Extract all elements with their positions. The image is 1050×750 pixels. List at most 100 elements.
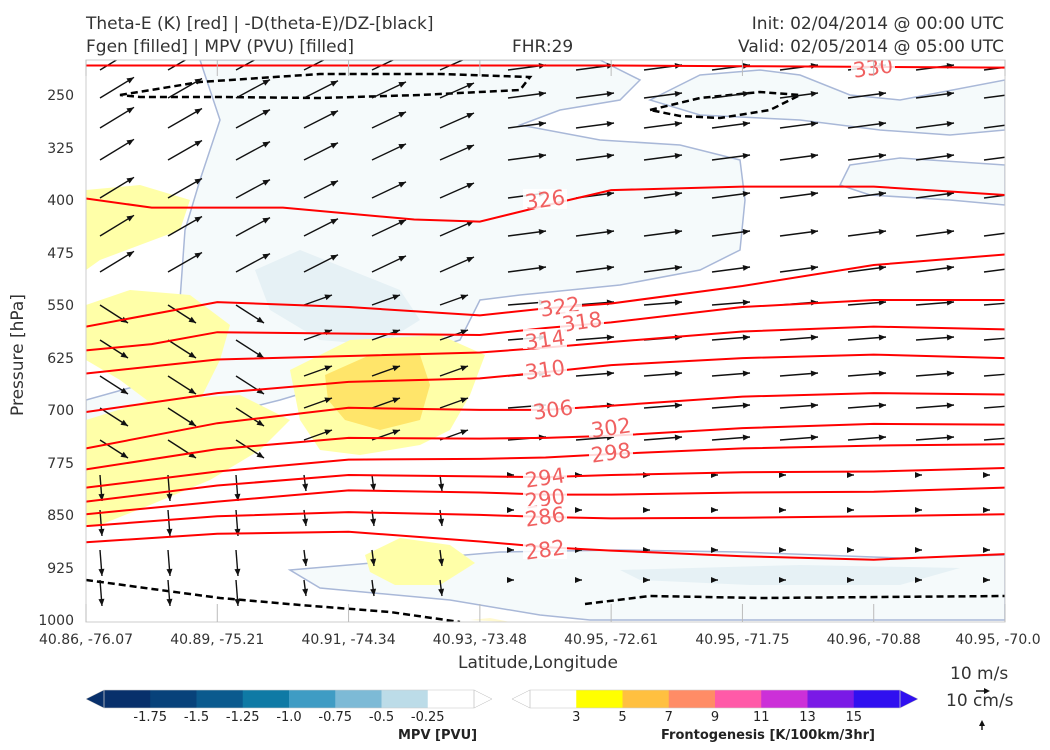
fgen-colorbar-arrow-right	[899, 689, 919, 709]
wind-vector-head	[742, 299, 750, 306]
wind-vector-head	[98, 598, 105, 606]
wind-vector-head	[370, 518, 377, 526]
wind-vector-head	[779, 547, 786, 553]
wind-vector	[235, 60, 256, 71]
wind-vector-head	[674, 402, 682, 409]
theta-e-label-bg	[523, 506, 567, 526]
forecast-hour: FHR:29	[512, 37, 574, 57]
wind-vector-head	[538, 264, 546, 271]
wind-vector-head	[120, 387, 128, 394]
mpv-region-core-lower	[620, 565, 960, 585]
wind-vector-head	[606, 370, 614, 377]
wind-vector-head	[188, 351, 196, 358]
wind-vector-head	[674, 190, 682, 197]
fgen-colorbar-segment	[853, 690, 901, 708]
y-axis-label-wrap: Pressure [hPa]	[8, 294, 28, 416]
wind-vector	[371, 60, 395, 71]
wind-vector-head	[575, 507, 582, 513]
wind-vector-head	[711, 507, 718, 513]
theta-e-label-bg	[523, 488, 567, 508]
wind-vector-head	[324, 294, 332, 301]
wind-vector-head	[983, 472, 990, 478]
wind-vector-head	[194, 108, 202, 115]
mpv-region-core	[255, 250, 420, 345]
wind-vector-head	[946, 434, 954, 441]
wind-vector	[983, 94, 1005, 99]
wind-vector-head	[466, 257, 474, 263]
wind-vector-head	[324, 397, 332, 404]
wind-vector-head	[126, 177, 134, 184]
x-tick-label: 40.96, -70.88	[826, 632, 921, 648]
wind-vector-head	[330, 180, 338, 187]
wind-vector-head	[878, 228, 886, 235]
wind-vector-head	[460, 429, 468, 436]
wind-vector-head	[575, 577, 582, 583]
wind-vector-head	[466, 113, 474, 119]
title-line-2: Fgen [filled] | MPV (PVU) [filled]	[86, 37, 355, 57]
wind-vector-head	[674, 434, 682, 441]
theta-e-label-bg	[560, 311, 604, 331]
wind-vector-head	[711, 577, 718, 583]
wind-vector-head	[194, 178, 202, 185]
wind-vector-head	[438, 558, 445, 566]
wind-vector-head	[188, 419, 196, 426]
wind-vector-head	[302, 518, 309, 526]
wind-vector-head	[194, 216, 202, 223]
wind-vector-head	[392, 397, 400, 404]
mpv-colorbar-segment	[104, 690, 151, 708]
wind-vector-head	[538, 90, 546, 97]
wind-vector	[983, 268, 1005, 273]
wind-vector-head	[398, 255, 406, 262]
wind-vector-head	[466, 145, 474, 151]
wind-scale-horizontal-head	[984, 688, 990, 694]
wind-vector-head	[643, 507, 650, 513]
y-tick-label: 550	[47, 298, 74, 314]
wind-vector-head	[392, 365, 400, 372]
wind-vector-head	[1015, 371, 1022, 377]
wind-vector-head	[330, 218, 338, 225]
wind-vector	[983, 337, 1005, 341]
fgen-region-bottom	[365, 538, 475, 585]
wind-vector-head	[606, 334, 614, 341]
theta-e-label-bg	[523, 329, 567, 349]
wind-vector-head	[188, 451, 196, 458]
wind-vector-head	[946, 152, 954, 159]
wind-vector-head	[194, 78, 202, 85]
y-tick-label: 475	[47, 245, 74, 262]
wind-vector-head	[810, 120, 818, 127]
wind-vector-head	[194, 252, 202, 259]
valid-time: Valid: 02/05/2014 @ 05:00 UTC	[738, 37, 1004, 57]
theta-e-label-306: 306	[531, 395, 574, 424]
fgen-region-center-core	[325, 355, 430, 430]
wind-vector-head	[742, 152, 750, 159]
wind-vector-head	[810, 152, 818, 159]
wind-vector-head	[166, 568, 173, 576]
wind-vector-head	[538, 228, 546, 235]
wind-vector-head	[120, 451, 128, 458]
wind-vector-head	[262, 79, 270, 86]
wind-vector-head	[1015, 403, 1022, 409]
fgen-region-bottom-sliver	[470, 618, 510, 622]
mpv-colorbar-segment	[242, 690, 290, 708]
wind-vector-head	[330, 142, 338, 149]
wind-vector	[303, 60, 326, 71]
mpv-colorbar-segment	[381, 690, 429, 708]
wind-vector-head	[606, 264, 614, 271]
mpv-colorbar-segment	[196, 690, 244, 708]
wind-vector-head	[126, 77, 134, 84]
wind-vector	[983, 405, 1005, 409]
wind-vector-head	[878, 402, 886, 409]
wind-vector-head	[878, 190, 886, 197]
wind-vector-head	[370, 588, 377, 596]
wind-vector-head	[370, 558, 377, 566]
wind-vector-head	[460, 397, 468, 404]
wind-vector-head	[810, 334, 818, 341]
wind-vector-head	[330, 80, 338, 87]
wind-vector-head	[1015, 435, 1022, 441]
theta-e-contour-326	[86, 185, 1005, 223]
wind-vector-head	[126, 107, 134, 114]
wind-vector-head	[742, 334, 750, 341]
wind-vector-head	[779, 577, 786, 583]
wind-vector-head	[1015, 229, 1022, 235]
